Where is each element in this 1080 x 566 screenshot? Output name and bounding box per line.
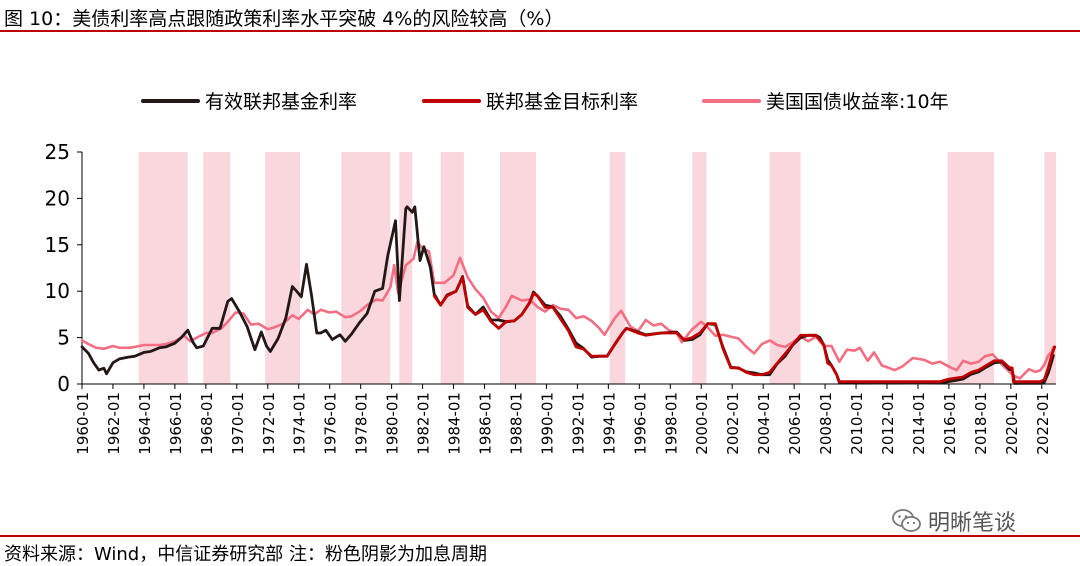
y-tick-label: 10 xyxy=(45,279,70,303)
x-tick-label: 1962-01 xyxy=(105,392,123,455)
shaded-period-6 xyxy=(499,152,537,384)
x-tick-label: 2004-01 xyxy=(755,392,773,455)
y-tick-label: 25 xyxy=(45,140,70,164)
y-tick-label: 20 xyxy=(45,186,70,210)
x-tick-label: 2008-01 xyxy=(817,392,835,455)
shaded-period-1 xyxy=(203,152,231,384)
x-tick-label: 2002-01 xyxy=(724,392,742,455)
x-tick-label: 2006-01 xyxy=(786,392,804,455)
x-tick-label: 1994-01 xyxy=(600,392,618,455)
shaded-period-10 xyxy=(947,152,995,384)
legend-label-0: 有效联邦基金利率 xyxy=(205,91,357,113)
legend-label-2: 美国国债收益率:10年 xyxy=(766,91,949,113)
x-tick-label: 1988-01 xyxy=(507,392,525,455)
x-tick-label: 2012-01 xyxy=(879,392,897,455)
x-tick-label: 1976-01 xyxy=(322,392,340,455)
source-note: 资料来源：Wind，中信证券研究部 注：粉色阴影为加息周期 xyxy=(4,544,487,565)
x-tick-label: 1990-01 xyxy=(538,392,556,455)
series-line-1 xyxy=(432,275,1057,384)
x-tick-label: 1970-01 xyxy=(229,392,247,455)
series-lines xyxy=(80,205,1057,385)
wechat-icon xyxy=(892,509,921,532)
x-tick-label: 2020-01 xyxy=(1003,392,1021,455)
x-tick-label: 1986-01 xyxy=(477,392,495,455)
shaded-period-2 xyxy=(265,152,301,384)
shaded-period-5 xyxy=(440,152,464,384)
x-tick-label: 1998-01 xyxy=(662,392,680,455)
shaded-period-8 xyxy=(692,152,707,384)
x-tick-label: 1992-01 xyxy=(569,392,587,455)
legend: 有效联邦基金利率 联邦基金目标利率 美国国债收益率:10年 xyxy=(141,91,949,113)
x-tick-label: 1974-01 xyxy=(291,392,309,455)
line-chart: 0 5 10 15 20 25 1960-01 1962-01 1964-01 1966-01 19… xyxy=(45,91,1057,455)
shaded-period-11 xyxy=(1044,152,1056,384)
x-tick-label: 1972-01 xyxy=(260,392,278,455)
top-rule xyxy=(0,30,1080,32)
shaded-periods xyxy=(138,152,1056,384)
watermark: 明晰笔谈 xyxy=(892,505,1016,537)
x-tick-label: 1984-01 xyxy=(446,392,464,455)
figure-title: 图 10：美债利率高点跟随政策利率水平突破 4%的风险较高（%） xyxy=(4,8,564,30)
x-tick-label: 1978-01 xyxy=(353,392,371,455)
x-tick-label: 2016-01 xyxy=(941,392,959,455)
x-tick-label: 2010-01 xyxy=(848,392,866,455)
x-tick-label: 1980-01 xyxy=(384,392,402,455)
x-tick-label: 1968-01 xyxy=(198,392,216,455)
x-tick-label: 2014-01 xyxy=(910,392,928,455)
x-tick-label: 2022-01 xyxy=(1034,392,1052,455)
x-tick-label: 1966-01 xyxy=(167,392,185,455)
shaded-period-0 xyxy=(138,152,188,384)
y-tick-label: 0 xyxy=(57,372,70,396)
bottom-rule xyxy=(0,535,1080,537)
y-tick-label: 5 xyxy=(57,326,70,350)
x-tick-label: 1964-01 xyxy=(136,392,154,455)
x-tick-label: 1982-01 xyxy=(415,392,433,455)
legend-label-1: 联邦基金目标利率 xyxy=(486,91,638,113)
x-tick-label: 1960-01 xyxy=(74,392,92,455)
series-line-2 xyxy=(80,240,1055,380)
shaded-period-3 xyxy=(341,152,391,384)
shaded-period-9 xyxy=(769,152,801,384)
watermark-text: 明晰笔谈 xyxy=(928,511,1017,536)
x-tick-label: 1996-01 xyxy=(631,392,649,455)
x-tick-label: 2018-01 xyxy=(972,392,990,455)
x-tick-label: 2000-01 xyxy=(693,392,711,455)
y-tick-label: 15 xyxy=(45,233,70,257)
shaded-period-7 xyxy=(609,152,626,384)
axes: 0 5 10 15 20 25 1960-01 1962-01 1964-01 1966-01 19… xyxy=(45,140,1056,455)
